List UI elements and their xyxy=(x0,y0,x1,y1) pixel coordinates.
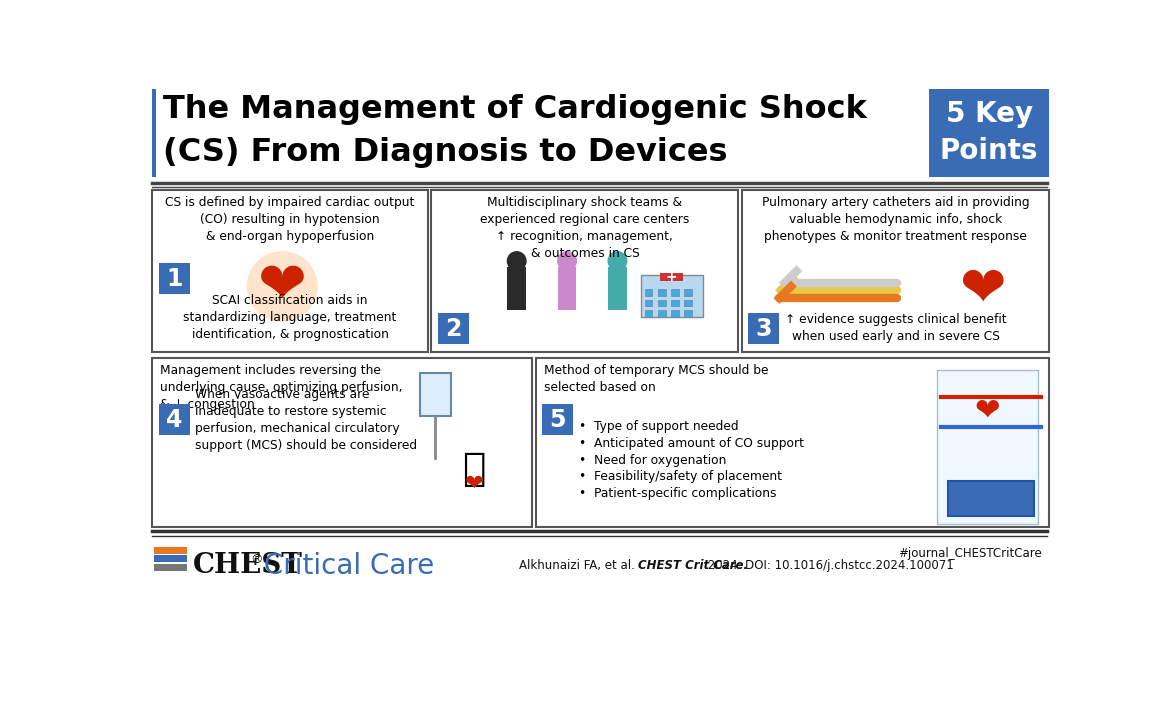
Bar xyxy=(658,289,666,296)
Bar xyxy=(159,405,190,435)
Bar xyxy=(542,405,573,435)
Bar xyxy=(749,313,779,345)
Bar xyxy=(670,311,679,317)
Circle shape xyxy=(608,252,627,270)
Bar xyxy=(154,546,186,554)
Text: 2024. DOI: 10.1016/j.chstcc.2024.100071: 2024. DOI: 10.1016/j.chstcc.2024.100071 xyxy=(704,559,954,573)
Text: CHEST Crit Care.: CHEST Crit Care. xyxy=(639,559,749,573)
Text: When vasoactive agents are
inadequate to restore systemic
perfusion, mechanical : When vasoactive agents are inadequate to… xyxy=(195,388,418,452)
Bar xyxy=(660,273,683,281)
Text: 🧍: 🧍 xyxy=(462,450,486,489)
Text: CHEST: CHEST xyxy=(193,553,303,580)
Text: Management includes reversing the
underlying cause, optimizing perfusion,
& ↓ co: Management includes reversing the underl… xyxy=(160,364,402,411)
Text: Multidisciplinary shock teams &
experienced regional care centers
↑ recognition,: Multidisciplinary shock teams & experien… xyxy=(480,196,689,261)
Bar xyxy=(670,289,679,296)
Bar xyxy=(645,311,653,317)
Text: ❤: ❤ xyxy=(959,263,1006,317)
Bar xyxy=(929,88,1049,177)
Bar xyxy=(152,190,427,352)
Text: 2: 2 xyxy=(445,317,461,341)
Bar xyxy=(670,299,679,306)
Text: Method of temporary MCS should be
selected based on: Method of temporary MCS should be select… xyxy=(544,364,769,394)
Text: +: + xyxy=(666,270,677,285)
Bar xyxy=(684,299,691,306)
Bar xyxy=(536,358,1049,527)
Text: SCAI classification aids in
standardizing language, treatment
identification, & : SCAI classification aids in standardizin… xyxy=(184,294,397,341)
Circle shape xyxy=(508,252,526,270)
Bar xyxy=(154,555,186,562)
Bar xyxy=(658,311,666,317)
Text: ❤: ❤ xyxy=(464,474,483,493)
Text: ↑ evidence suggests clinical benefit
when used early and in severe CS: ↑ evidence suggests clinical benefit whe… xyxy=(785,313,1006,343)
Circle shape xyxy=(247,252,317,321)
Text: ®: ® xyxy=(250,554,262,566)
Text: 5 Key
Points: 5 Key Points xyxy=(940,100,1038,165)
Bar xyxy=(645,289,653,296)
Bar xyxy=(432,190,738,352)
Text: The Management of Cardiogenic Shock: The Management of Cardiogenic Shock xyxy=(164,94,867,125)
Bar xyxy=(438,313,469,345)
Text: ❤: ❤ xyxy=(257,258,307,315)
Bar xyxy=(508,267,526,309)
Bar xyxy=(742,190,1049,352)
Bar xyxy=(420,373,450,416)
Bar xyxy=(152,88,157,177)
Text: •  Type of support needed: • Type of support needed xyxy=(579,419,738,433)
Text: Alkhunaizi FA, et al.: Alkhunaizi FA, et al. xyxy=(518,559,639,573)
Text: •  Patient-specific complications: • Patient-specific complications xyxy=(579,487,776,501)
Bar xyxy=(154,563,186,570)
Bar xyxy=(684,289,691,296)
Bar xyxy=(558,267,577,309)
Text: 1: 1 xyxy=(166,267,183,291)
Bar xyxy=(159,263,190,294)
Text: ❤: ❤ xyxy=(975,397,1000,426)
Circle shape xyxy=(558,252,577,270)
Bar xyxy=(949,481,1033,516)
Text: #journal_CHESTCritCare: #journal_CHESTCritCare xyxy=(897,546,1041,560)
Text: •  Need for oxygenation: • Need for oxygenation xyxy=(579,453,727,467)
Text: Critical Care: Critical Care xyxy=(255,552,434,580)
Text: Pulmonary artery catheters aid in providing
valuable hemodynamic info, shock
phe: Pulmonary artery catheters aid in provid… xyxy=(762,196,1030,244)
Text: 5: 5 xyxy=(550,407,566,431)
Text: (CS) From Diagnosis to Devices: (CS) From Diagnosis to Devices xyxy=(164,137,728,168)
Bar xyxy=(684,311,691,317)
Bar xyxy=(641,275,703,317)
Text: 4: 4 xyxy=(166,407,183,431)
Text: •  Feasibility/safety of placement: • Feasibility/safety of placement xyxy=(579,470,782,484)
Text: 3: 3 xyxy=(756,317,772,341)
Bar xyxy=(152,358,532,527)
Bar xyxy=(658,299,666,306)
Bar xyxy=(937,370,1038,524)
Text: •  Anticipated amount of CO support: • Anticipated amount of CO support xyxy=(579,436,804,450)
Bar xyxy=(608,267,627,309)
Bar xyxy=(645,299,653,306)
Text: CS is defined by impaired cardiac output
(CO) resulting in hypotension
& end-org: CS is defined by impaired cardiac output… xyxy=(165,196,414,244)
